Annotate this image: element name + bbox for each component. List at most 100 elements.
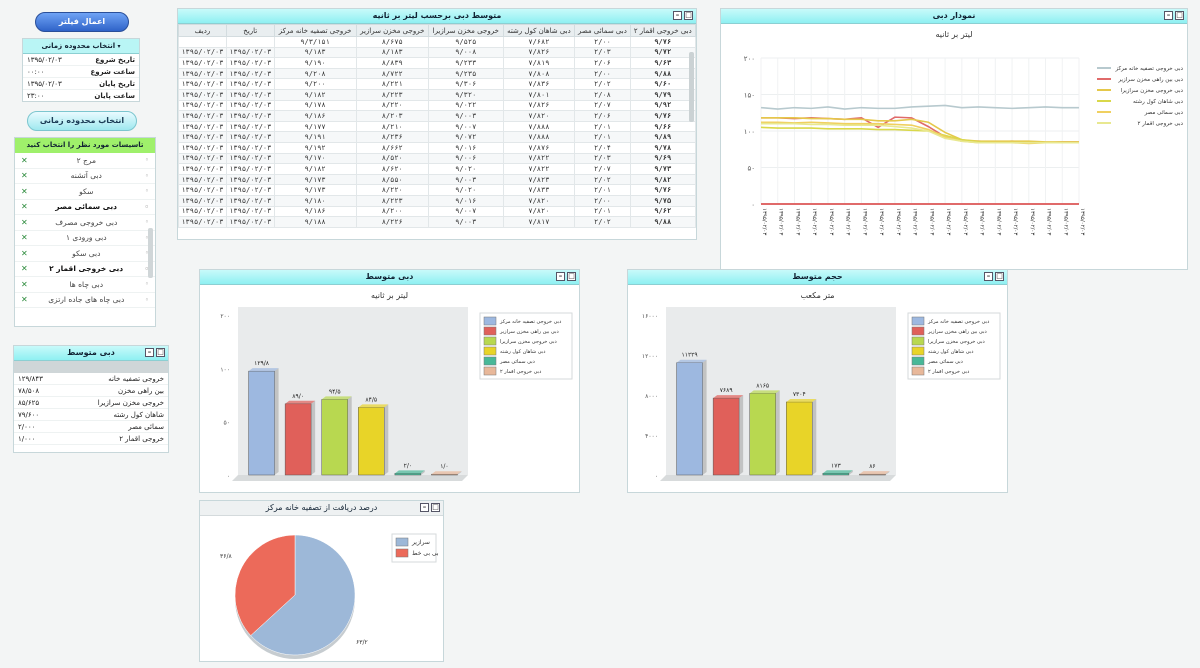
facility-item-label: دبی چاه های جاده ارتزی (48, 295, 125, 305)
line-series (761, 121, 1079, 145)
minimize-icon[interactable]: – (145, 348, 154, 357)
period-field-value[interactable]: ۲۳:۰۰ (27, 91, 45, 100)
list-scrollbar[interactable] (148, 228, 153, 278)
facility-item[interactable]: ✕ مرج ۲ ◦ (15, 153, 155, 169)
bar[interactable] (358, 407, 385, 476)
table-cell: ۸/۲۲۰ (355, 99, 429, 112)
table-row[interactable]: ۱۳۹۵/۰۲/۰۳ ۱۳۹۵/۰۲/۰۳ ۹/۱۸۶ ۸/۲۰۰ ۹/۰۰۷ ۷/۸۲۰… (178, 205, 696, 218)
bar[interactable] (431, 473, 458, 476)
facility-item[interactable]: ✕ دبی ورودی ۱ ◦ (15, 231, 155, 246)
remove-icon[interactable]: ✕ (21, 233, 28, 243)
bar-data-label: ۷۳۰۴ (793, 391, 806, 398)
facility-item[interactable]: ✕ دبی سکو ◦ (15, 246, 155, 262)
table-row[interactable]: ۱۳۹۵/۰۲/۰۳ ۱۳۹۵/۰۲/۰۳ ۹/۱۷۸ ۸/۲۲۰ ۹/۰۲۲ ۷/۸۲۶… (178, 99, 696, 112)
bar[interactable] (676, 362, 703, 476)
table-cell: ۱۳۹۵/۰۲/۰۳ (178, 131, 227, 143)
remove-icon[interactable]: ✕ (21, 186, 28, 196)
minimize-icon[interactable]: – (420, 503, 429, 512)
flow-table-panel: متوسط دبی برحسب لیتر بر ثانیه – □ ردیف تار… (177, 8, 697, 240)
table-row[interactable]: ۱۳۹۵/۰۲/۰۳ ۱۳۹۵/۰۲/۰۳ ۹/۱۸۲ ۸/۲۲۳ ۹/۳۲۰ ۷/۸۰۱… (178, 88, 696, 101)
table-row[interactable]: ۱۳۹۵/۰۲/۰۳ ۱۳۹۵/۰۲/۰۳ ۹/۱۹۰ ۸/۸۳۹ ۹/۲۳۳ ۷/۸۱۹… (178, 57, 696, 69)
facility-item[interactable]: ✕ دبی خروجی اقمار ۲ ◦ (15, 262, 155, 277)
table-row[interactable]: ۹/۳/۱۵۱ ۸/۶۷۵ ۹/۵۲۵ ۷/۶۸۲ ۲/۰۰ ۹/۷۶ (178, 36, 696, 48)
table-row[interactable]: ۱۳۹۵/۰۲/۰۳ ۱۳۹۵/۰۲/۰۳ ۹/۱۹۲ ۸/۶۶۲ ۹/۰۱۶ ۷/۸۷۶… (178, 141, 696, 154)
table-row[interactable]: ۱۳۹۵/۰۲/۰۳ ۱۳۹۵/۰۲/۰۳ ۹/۱۷۳ ۸/۵۵۰ ۹/۰۰۳ ۷/۸۲۳… (178, 173, 696, 186)
bar[interactable] (749, 393, 776, 476)
table-cell: ۲/۰۶ (574, 57, 631, 69)
table-scrollbar[interactable] (689, 52, 694, 122)
table-cell: ۱۳۹۵/۰۲/۰۳ (178, 88, 227, 101)
table-row[interactable]: ۱۳۹۵/۰۲/۰۳ ۱۳۹۵/۰۲/۰۳ ۹/۱۸۶ ۸/۲۰۳ ۹/۰۰۳ ۷/۸۲۰… (178, 110, 696, 122)
remove-icon[interactable]: ✕ (21, 202, 28, 212)
bar[interactable] (786, 401, 813, 476)
maximize-icon[interactable]: □ (567, 272, 576, 281)
facility-item[interactable]: ✕ دبی خروجی مصرف ◦ (15, 215, 155, 231)
table-row[interactable]: ۱۳۹۵/۰۲/۰۳ ۱۳۹۵/۰۲/۰۳ ۹/۲۰۸ ۸/۷۲۲ ۹/۲۳۵ ۷/۸۰۸… (178, 67, 696, 80)
table-row[interactable]: ۱۳۹۵/۰۲/۰۳ ۱۳۹۵/۰۲/۰۳ ۹/۱۷۳ ۸/۲۲۰ ۹/۰۲۰ ۷/۸۳۳… (178, 184, 696, 196)
table-cell: ۹/۱۸۶ (273, 205, 357, 218)
remove-icon[interactable]: ✕ (21, 295, 28, 305)
period-field-value[interactable]: ۱۳۹۵/۰۲/۰۳ (27, 55, 62, 64)
facility-item[interactable]: ✕ دبی آتشنه ◦ (15, 169, 155, 184)
column-header[interactable]: دبی خروجی اقمار ۲ (629, 24, 696, 37)
table-cell: ۹/۲۳۳ (427, 57, 504, 69)
time-range-button[interactable]: انتخاب محدوده زمانی (27, 111, 137, 131)
table-row[interactable]: ۱۳۹۵/۰۲/۰۳ ۱۳۹۵/۰۲/۰۳ ۹/۱۷۰ ۸/۵۲۰ ۹/۰۰۶ ۷/۸۲۲… (178, 152, 696, 165)
table-cell: ۲/۰۲ (574, 78, 631, 90)
table-row[interactable]: ۱۳۹۵/۰۲/۰۳ ۱۳۹۵/۰۲/۰۳ ۹/۱۸۲ ۸/۶۲۰ ۹/۰۲۰ ۷/۸۲۲… (178, 163, 696, 175)
table-row[interactable]: ۱۳۹۵/۰۲/۰۳ ۱۳۹۵/۰۲/۰۳ ۹/۲۰۰ ۸/۲۲۱ ۹/۳۰۶ ۷/۸۳۶… (178, 78, 696, 90)
table-cell: ۷/۸۳۶ (502, 78, 576, 90)
maximize-icon[interactable]: □ (431, 503, 440, 512)
facility-list-panel: تاسیسات مورد نظر را انتخاب کنید ✕ مرج ۲ ◦ ✕… (14, 137, 156, 327)
bar-top (285, 400, 316, 404)
maximize-icon[interactable]: □ (156, 348, 165, 357)
bar-data-label: ۱۱۲۲۹ (682, 352, 698, 359)
facility-item[interactable]: ✕ دبی سمائی مصر ◦ (15, 200, 155, 215)
minimize-icon[interactable]: – (1164, 11, 1173, 20)
bar[interactable] (284, 403, 312, 476)
table-row[interactable]: ۱۳۹۵/۰۲/۰۳ ۱۳۹۵/۰۲/۰۳ ۹/۱۸۸ ۸/۲۲۶ ۹/۰۰۳ ۷/۸۱۷… (178, 216, 696, 228)
pie-slice[interactable] (234, 534, 296, 636)
remove-icon[interactable]: ✕ (21, 155, 28, 165)
bar[interactable] (822, 473, 850, 476)
facility-item[interactable]: ✕ دبی چاه ها ◦ (15, 277, 155, 293)
bar[interactable] (321, 399, 348, 476)
column-header[interactable]: دبی سمائی مصر (574, 24, 631, 37)
column-header[interactable]: خروجی مخزن سرازیرا (427, 24, 504, 37)
table-cell: ۸/۲۲۳ (355, 88, 429, 101)
facility-item[interactable]: ✕ دبی چاه های جاده ارتزی ◦ (15, 293, 155, 308)
pie-slice[interactable] (250, 534, 356, 656)
period-field-value[interactable]: ۱۳۹۵/۰۲/۰۳ (27, 79, 62, 88)
maximize-icon[interactable]: □ (684, 11, 693, 20)
bar[interactable] (859, 473, 886, 476)
maximize-icon[interactable]: □ (995, 272, 1004, 281)
bar[interactable] (394, 473, 422, 476)
bar[interactable] (248, 370, 275, 476)
y-tick-label: ۲۰۰ (744, 55, 755, 63)
table-row[interactable]: ۱۳۹۵/۰۲/۰۳ ۱۳۹۵/۰۲/۰۳ ۹/۱۷۷ ۸/۲۱۰ ۹/۰۰۷ ۷/۸۸۸… (178, 120, 696, 133)
table-row[interactable]: ۱۳۹۵/۰۲/۰۳ ۱۳۹۵/۰۲/۰۳ ۹/۱۸۰ ۸/۲۲۳ ۹/۰۱۶ ۷/۸۲۰… (178, 194, 696, 207)
remove-icon[interactable]: ✕ (21, 248, 28, 258)
bar[interactable] (712, 397, 740, 476)
facility-item[interactable]: ✕ سکو ◦ (15, 184, 155, 200)
table-row[interactable]: ۱۳۹۵/۰۲/۰۳ ۱۳۹۵/۰۲/۰۳ ۹/۱۸۳ ۸/۱۸۳ ۹/۰۰۸ ۷/۸۲۶… (178, 46, 696, 59)
bar-data-label: ۷۶۸۹ (720, 387, 733, 394)
minimize-icon[interactable]: – (984, 272, 993, 281)
remove-icon[interactable]: ✕ (21, 279, 28, 289)
line-chart: ۲۰۰ ۱۵۰ ۱۰۰ ۵۰ ۰ ۱۳۹۵/۰۲/۰۳ ۱۳۹۵/۰۲/۰۳ ۱۳۹۵/۰۲/… (744, 55, 1184, 235)
remove-icon[interactable]: ✕ (21, 171, 28, 181)
apply-filter-button[interactable]: اعمال فیلتر (35, 12, 129, 32)
minimize-icon[interactable]: – (556, 272, 565, 281)
table-row[interactable]: ۱۳۹۵/۰۲/۰۳ ۱۳۹۵/۰۲/۰۳ ۹/۱۹۱ ۸/۲۳۶ ۹/۰۷۲ ۷/۸۸۸… (178, 131, 696, 143)
column-header[interactable]: خروجی مخزن سرازیر (355, 24, 429, 37)
remove-icon[interactable]: ✕ (21, 264, 28, 274)
column-header[interactable]: خروجی تصفیه خانه مرکز (273, 24, 357, 37)
table-cell: ۹/۸۲ (629, 173, 696, 186)
column-header[interactable]: دبی شاهان کول رشته (502, 24, 576, 37)
minimize-icon[interactable]: – (673, 11, 682, 20)
period-field-value[interactable]: ۰۰:۰۰ (27, 67, 45, 76)
column-header[interactable]: ردیف (178, 24, 227, 37)
column-header[interactable]: تاریخ (225, 24, 275, 37)
remove-icon[interactable]: ✕ (21, 217, 28, 227)
maximize-icon[interactable]: □ (1175, 11, 1184, 20)
